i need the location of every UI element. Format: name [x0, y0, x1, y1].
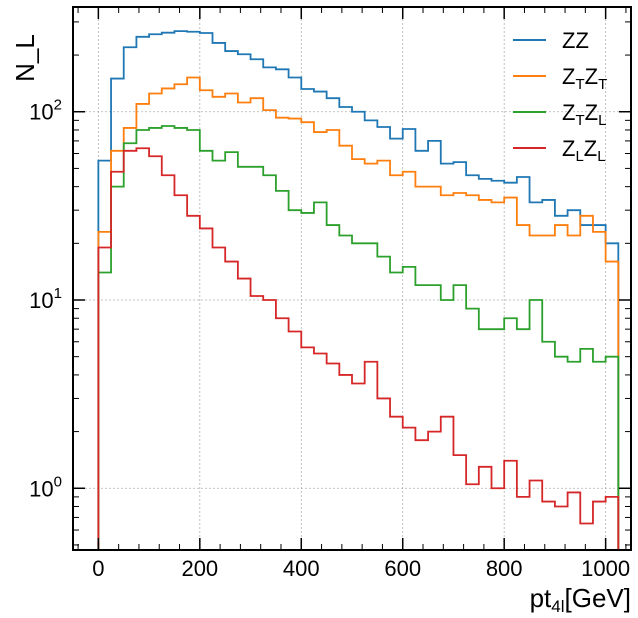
legend-label-sub: T [575, 112, 584, 129]
legend-label-sub: L [598, 112, 606, 129]
x-tick-label: 200 [181, 556, 218, 581]
legend-label: ZZ [562, 28, 589, 53]
y-tick-label-base: 10 [29, 476, 53, 501]
legend-label-main: ZZ [562, 28, 589, 53]
legend-label-sub: L [597, 148, 605, 165]
x-axis-label-sub: 4l [551, 597, 564, 616]
x-tick-label: 0 [92, 556, 104, 581]
y-tick-label-exponent: 1 [54, 285, 62, 302]
series-group [97, 30, 620, 550]
legend-label: ZTZL [562, 100, 606, 129]
y-tick-label: 102 [29, 97, 62, 125]
series-line-ztzl [97, 125, 620, 550]
y-tick-label-exponent: 0 [54, 473, 62, 490]
legend-label-sub: T [598, 76, 607, 93]
x-tick-label: 600 [384, 556, 421, 581]
x-tick-label: 400 [283, 556, 320, 581]
y-axis-label: N_L [10, 34, 40, 82]
legend-label-sub: T [575, 76, 584, 93]
legend-label-main: Z [562, 64, 575, 89]
series-line-zlzl [97, 147, 620, 550]
x-tick-label: 1000 [581, 556, 630, 581]
y-tick-label: 100 [29, 473, 62, 501]
legend-label: ZTZT [562, 64, 607, 93]
x-axis-label-main: pt [530, 583, 552, 613]
x-axis-label-unit: [GeV] [565, 583, 631, 613]
ticks [73, 7, 631, 550]
series-line-ztzt [97, 76, 620, 550]
y-tick-label-exponent: 2 [54, 97, 62, 114]
x-axis-label: pt4l[GeV] [530, 583, 631, 616]
y-tick-label-base: 10 [29, 288, 53, 313]
legend-label-main: Z [562, 136, 575, 161]
grid [73, 7, 631, 550]
legend-label-main: Z [562, 100, 575, 125]
x-tick-label: 800 [486, 556, 523, 581]
legend-label-main: Z [584, 136, 597, 161]
legend-label-sub: L [575, 148, 583, 165]
y-tick-label: 101 [29, 285, 62, 313]
legend-label-main: Z [585, 100, 598, 125]
y-tick-label-base: 10 [29, 100, 53, 125]
legend-label: ZLZL [562, 136, 606, 165]
plot-frame [72, 6, 632, 551]
series-line-zz [97, 30, 620, 550]
legend-label-main: Z [585, 64, 598, 89]
